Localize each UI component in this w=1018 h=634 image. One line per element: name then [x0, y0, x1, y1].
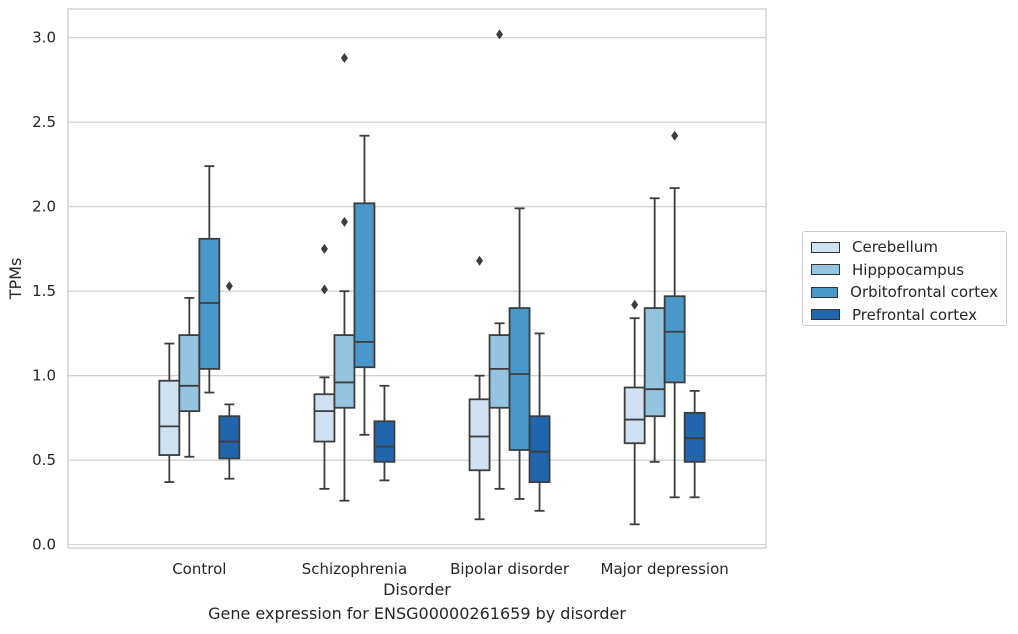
legend-label: Prefrontal cortex: [852, 305, 977, 324]
grid-lines: [68, 37, 766, 546]
box-hipppocampus: [643, 197, 666, 463]
outlier-point: [496, 29, 504, 40]
iqr-box: [663, 295, 686, 384]
chart-caption: Gene expression for ENSG00000261659 by d…: [208, 604, 626, 623]
legend-swatch: [811, 309, 840, 321]
iqr-box: [313, 393, 336, 443]
box-orbitofrontal-cortex: [663, 130, 686, 499]
box-prefrontal-cortex: [528, 332, 551, 512]
y-tick-label: 2.0: [32, 198, 56, 216]
x-axis-label: Disorder: [383, 580, 451, 599]
y-tick-label: 3.0: [32, 29, 56, 47]
outlier-point: [340, 53, 348, 63]
outlier-point: [225, 281, 233, 292]
iqr-box: [333, 334, 356, 409]
x-tick-label: Schizophrenia: [302, 560, 407, 578]
iqr-box: [373, 420, 396, 463]
outlier-point: [476, 255, 484, 266]
plot-frame: [67, 8, 767, 549]
iqr-box: [468, 398, 491, 472]
y-tick-label: 1.5: [32, 282, 56, 300]
box-hipppocampus: [178, 297, 201, 458]
outlier-point: [631, 299, 639, 310]
legend-swatch: [811, 264, 840, 276]
x-tick-label: Control: [172, 560, 226, 578]
box-cerebellum: [468, 255, 491, 521]
box-hipppocampus: [333, 53, 356, 502]
y-tick-label: 1.0: [32, 367, 56, 385]
y-tick-label: 0.0: [32, 536, 56, 554]
box-hipppocampus: [488, 29, 511, 490]
box-orbitofrontal-cortex: [508, 207, 531, 500]
iqr-box: [488, 334, 511, 409]
iqr-box: [158, 379, 181, 456]
legend-label: Orbitofrontal cortex: [850, 283, 998, 302]
legend-item: Cerebellum: [811, 236, 998, 259]
legend: Cerebellum Hipppocampus Orbitofrontal cort…: [802, 231, 1007, 326]
iqr-box: [508, 307, 531, 451]
legend-label: Hipppocampus: [852, 260, 965, 279]
iqr-box: [528, 415, 551, 484]
x-tick-labels: Control Schizophrenia Bipolar disorder Majo…: [172, 560, 729, 578]
box-orbitofrontal-cortex: [353, 134, 376, 436]
legend-swatch: [811, 241, 840, 253]
iqr-box: [643, 307, 666, 418]
iqr-box: [623, 386, 646, 445]
iqr-box: [178, 334, 201, 413]
legend-item: Orbitofrontal cortex: [811, 281, 998, 304]
outlier-point: [320, 284, 328, 295]
box-cerebellum: [623, 299, 646, 526]
box-prefrontal-cortex: [373, 384, 396, 482]
legend-item: Prefrontal cortex: [811, 304, 998, 327]
y-tick-label: 0.5: [32, 451, 56, 469]
iqr-box: [353, 202, 376, 369]
outlier-point: [320, 243, 328, 254]
y-axis-label: TPMs: [6, 258, 25, 301]
outlier-point: [340, 216, 348, 227]
y-tick-labels: 0.0 0.5 1.0 1.5 2.0 2.5 3.0: [32, 29, 56, 554]
box-cerebellum: [313, 243, 336, 490]
box-orbitofrontal-cortex: [198, 165, 221, 394]
legend-label: Cerebellum: [852, 238, 938, 257]
box-prefrontal-cortex: [683, 389, 706, 499]
box-cerebellum: [158, 342, 181, 484]
y-tick-label: 2.5: [32, 113, 56, 131]
boxes-layer: [158, 29, 706, 526]
iqr-box: [218, 415, 241, 460]
x-tick-label: Bipolar disorder: [450, 560, 570, 578]
outlier-point: [671, 130, 679, 141]
box-prefrontal-cortex: [218, 281, 241, 480]
legend-swatch: [811, 286, 839, 298]
x-tick-label: Major depression: [601, 560, 729, 578]
legend-item: Hipppocampus: [811, 259, 998, 282]
